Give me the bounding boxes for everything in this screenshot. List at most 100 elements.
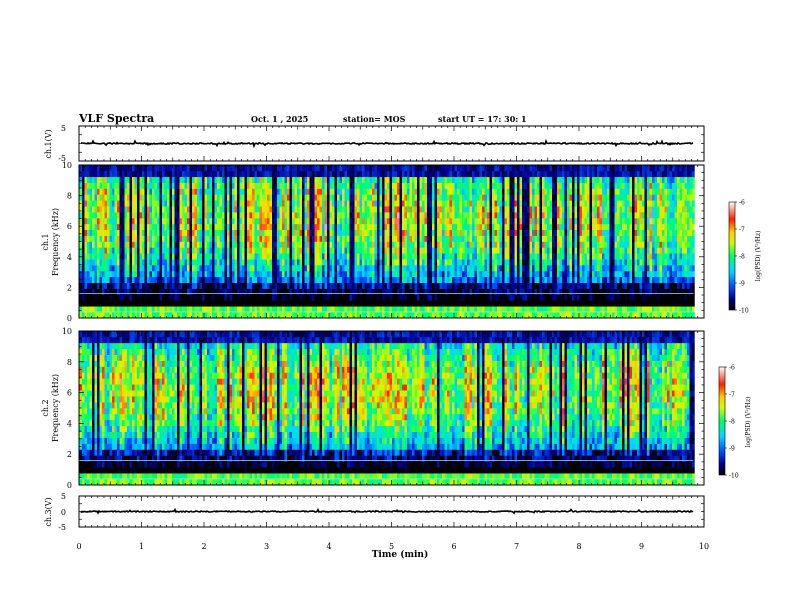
spectrogram-cell [434,259,438,266]
spectrogram-cell [372,294,375,301]
spectrogram-cell [172,212,175,219]
spectrogram-cell [322,235,325,242]
spectrogram-cell [402,176,405,183]
spectrogram-cell [382,253,385,260]
spectrogram-cell [437,306,440,313]
spectrogram-cell [537,212,540,219]
spectrogram-cell [232,212,235,219]
spectrogram-cell [344,194,348,201]
spectrogram-cell [242,276,245,283]
spectrogram-cell [449,188,453,195]
spectrogram-cell [309,182,313,189]
spectrogram-cell [142,217,145,225]
spectrogram-cell [242,200,245,207]
spectrogram-cell [279,312,283,319]
spectrogram-cell [222,229,225,236]
spectrogram-cell [292,276,295,283]
spectrogram-cell [254,223,258,231]
spectrogram-cell [234,270,238,278]
spectrogram-cell [117,217,120,225]
spectrogram-cell [362,182,365,189]
spectrogram-cell [87,176,90,183]
spectrogram-cell [367,200,370,207]
spectrogram-cell [377,294,380,301]
spectrogram-cell [387,282,390,289]
spectrogram-cell [109,282,113,289]
spectrogram-cell [99,200,103,207]
spectrogram-cell [142,259,145,266]
spectrogram-cell [377,276,380,283]
spectrogram-cell [157,206,160,213]
spectrogram-cell [387,206,390,213]
spectrogram-cell [269,194,273,201]
spectrogram-cell [414,194,418,201]
spectrogram-cell [312,188,315,195]
spectrogram-cell [119,170,123,178]
spectrogram-cell [267,206,270,213]
spectrogram-cell [237,188,240,195]
spectrogram-cell [459,176,463,183]
spectrogram-cell [79,188,83,195]
spectrogram-cell [274,265,278,272]
spectrogram-cell [447,241,450,248]
spectrogram-cell [194,282,198,289]
spectrogram-cell [109,217,113,225]
spectrogram-cell [462,176,465,183]
spectrogram-cell [97,247,100,254]
spectrogram-cell [174,223,178,231]
spectrogram-cell [324,300,328,307]
spectrogram-cell [392,276,395,283]
spectrogram-cell [424,241,428,248]
spectrogram-cell [154,182,158,189]
spectrogram-cell [432,270,435,278]
spectrogram-cell [109,306,113,313]
spectrogram-cell [94,276,98,283]
spectrogram-cell [267,294,270,301]
spectrogram-cell [367,182,370,189]
spectrogram-cell [459,170,463,178]
spectrogram-cell [252,270,255,278]
spectrogram-cell [224,235,228,242]
spectrogram-cell [337,300,340,307]
spectrogram-cell [427,294,430,301]
spectrogram-cell [264,165,268,172]
spectrogram-cell [124,265,128,272]
spectrogram-cell [372,276,375,283]
spectrogram-cell [389,270,393,278]
spectrogram-cell [462,270,465,278]
spectrogram-cell [369,282,373,289]
spectrogram-cell [454,194,458,201]
spectrogram-cell [317,170,320,178]
spectrogram-cell [434,212,438,219]
spectrogram-cell [132,288,135,295]
spectrogram-cell [294,176,298,183]
spectrogram-cell [524,312,528,319]
spectrogram-cell [439,182,443,189]
spectrogram-cell [484,182,488,189]
spectrogram-cell [342,212,345,219]
spectrogram-cell [199,312,203,319]
spectrogram-cell [272,206,275,213]
spectrogram-cell [457,241,460,248]
spectrogram-cell [132,247,135,254]
spectrogram-cell [149,306,153,313]
spectrogram-cell [252,188,255,195]
spectrogram-cell [109,259,113,266]
spectrogram-cell [474,200,478,207]
spectrogram-cell [482,223,485,231]
spectrogram-cell [217,176,220,183]
spectrogram-cell [434,188,438,195]
spectrogram-cell [147,194,150,201]
spectrogram-cell [217,294,220,301]
spectrogram-cell [149,265,153,272]
spectrogram-cell [437,312,440,319]
spectrogram-cell [147,223,150,231]
spectrogram-cell [289,200,293,207]
spectrogram-cell [517,312,520,319]
spectrogram-cell [114,176,118,183]
spectrogram-cell [497,288,500,295]
spectrogram-cell [337,312,340,319]
spectrogram-cell [264,170,268,178]
spectrogram-cell [389,276,393,283]
spectrogram-cell [529,229,533,236]
